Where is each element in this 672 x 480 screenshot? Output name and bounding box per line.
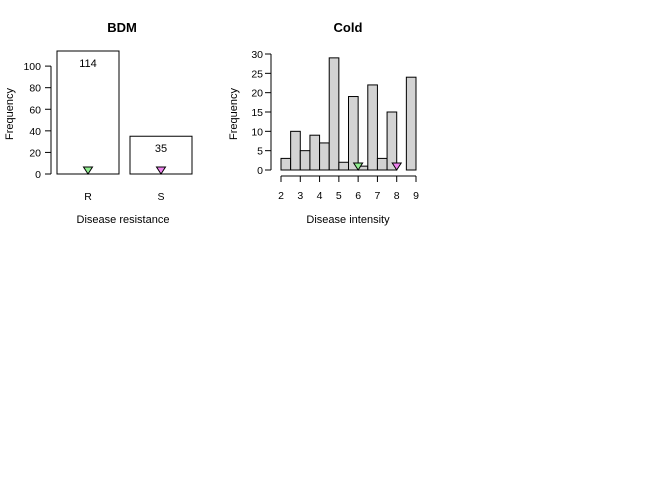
- cold-bar: [309, 134, 321, 171]
- bdm-chart: BDM Disease resistance Frequency 0 20 40 60…: [4, 20, 193, 226]
- cold-x-tick-label: 3: [297, 190, 303, 202]
- bdm-y-tick-label: 0: [35, 169, 41, 181]
- cold-bar: [386, 111, 398, 171]
- bdm-marks: 0 20 40 60 80 100 114 R 35 S: [23, 50, 193, 203]
- cold-x-tick-label: 2: [278, 190, 284, 202]
- bdm-y-tick-label: 100: [23, 61, 41, 73]
- cold-bar: [290, 130, 301, 171]
- cold-y-tick-label: 10: [251, 126, 263, 138]
- cold-x-axis-label: Disease intensity: [306, 214, 390, 226]
- cold-x-tick-label: 5: [336, 190, 342, 202]
- cold-marker: [352, 162, 364, 171]
- bdm-y-tick-label: 20: [29, 147, 41, 159]
- bdm-marker: [155, 166, 167, 175]
- bdm-x-tick-label: S: [157, 191, 164, 203]
- cold-y-axis-label: Frequency: [228, 88, 240, 140]
- cold-x-tick-label: 8: [394, 190, 400, 202]
- cold-bar: [348, 96, 359, 171]
- cold-bar: [376, 157, 388, 171]
- cold-chart: Cold Disease intensity Frequency 0 5 10 15 2…: [228, 20, 419, 226]
- cold-x-tick-label: 4: [317, 190, 323, 202]
- bdm-y-tick-label: 80: [29, 83, 41, 95]
- cold-y-tick-label: 25: [251, 68, 263, 80]
- bdm-data-label: 114: [79, 58, 97, 70]
- cold-bar: [299, 150, 311, 171]
- cold-marker: [391, 162, 403, 171]
- cold-y-tick-label: 30: [251, 49, 263, 61]
- bdm-y-tick-label: 60: [29, 104, 41, 116]
- cold-y-tick-label: 15: [251, 107, 263, 119]
- cold-bar: [280, 157, 292, 171]
- cold-bar: [328, 57, 340, 171]
- bdm-y-axis-label: Frequency: [4, 88, 16, 140]
- cold-bar: [405, 76, 417, 171]
- cold-y-tick-label: 0: [257, 165, 263, 177]
- cold-y-tick-label: 20: [251, 88, 263, 100]
- cold-title: Cold: [334, 20, 363, 35]
- bdm-title: BDM: [107, 20, 137, 35]
- bdm-y-tick-label: 40: [29, 126, 41, 138]
- cold-x-tick-label: 6: [355, 190, 361, 202]
- bdm-x-tick-label: R: [84, 191, 92, 203]
- cold-bar: [338, 161, 350, 171]
- cold-marks: 0 5 10 15 20 25 30 2 3 4 5 6 7 8 9: [251, 49, 419, 202]
- bdm-x-axis-label: Disease resistance: [77, 214, 170, 226]
- cold-y-tick-label: 5: [257, 146, 263, 158]
- bdm-marker: [82, 166, 94, 175]
- cold-bar: [319, 142, 330, 171]
- cold-x-tick-label: 7: [375, 190, 381, 202]
- bdm-data-label: 35: [155, 143, 167, 155]
- cold-bar: [367, 84, 378, 171]
- cold-x-tick-label: 9: [413, 190, 419, 202]
